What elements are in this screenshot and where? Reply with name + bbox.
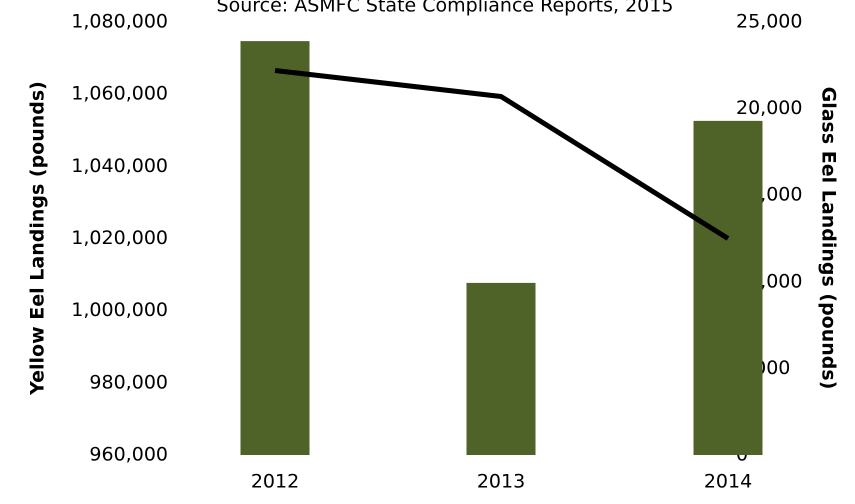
y2-axis-title: Glass Eel Landings (pounds) bbox=[818, 87, 840, 390]
y-tick-label: 1,000,000 bbox=[71, 299, 168, 321]
y-tick-label: 1,080,000 bbox=[71, 11, 168, 33]
y2-tick-label: 25,000 bbox=[736, 11, 802, 33]
chart-subtitle: Source: ASMFC State Compliance Reports, … bbox=[217, 0, 674, 17]
y2-tick-label: 20,000 bbox=[736, 97, 802, 119]
y-tick-label: 1,020,000 bbox=[71, 227, 168, 249]
bar bbox=[240, 41, 310, 455]
y-axis-title: Yellow Eel Landings (pounds) bbox=[27, 81, 49, 396]
y-tick-label: 960,000 bbox=[89, 444, 168, 466]
x-tick-label: 2012 bbox=[251, 471, 299, 493]
y-tick-label: 1,060,000 bbox=[71, 83, 168, 105]
y-tick-label: 980,000 bbox=[89, 371, 168, 393]
x-tick-label: 2014 bbox=[704, 471, 752, 493]
bar bbox=[693, 120, 763, 455]
x-tick-label: 2013 bbox=[477, 471, 525, 493]
y-tick-label: 1,040,000 bbox=[71, 155, 168, 177]
line bbox=[274, 68, 730, 241]
bar bbox=[466, 282, 536, 455]
